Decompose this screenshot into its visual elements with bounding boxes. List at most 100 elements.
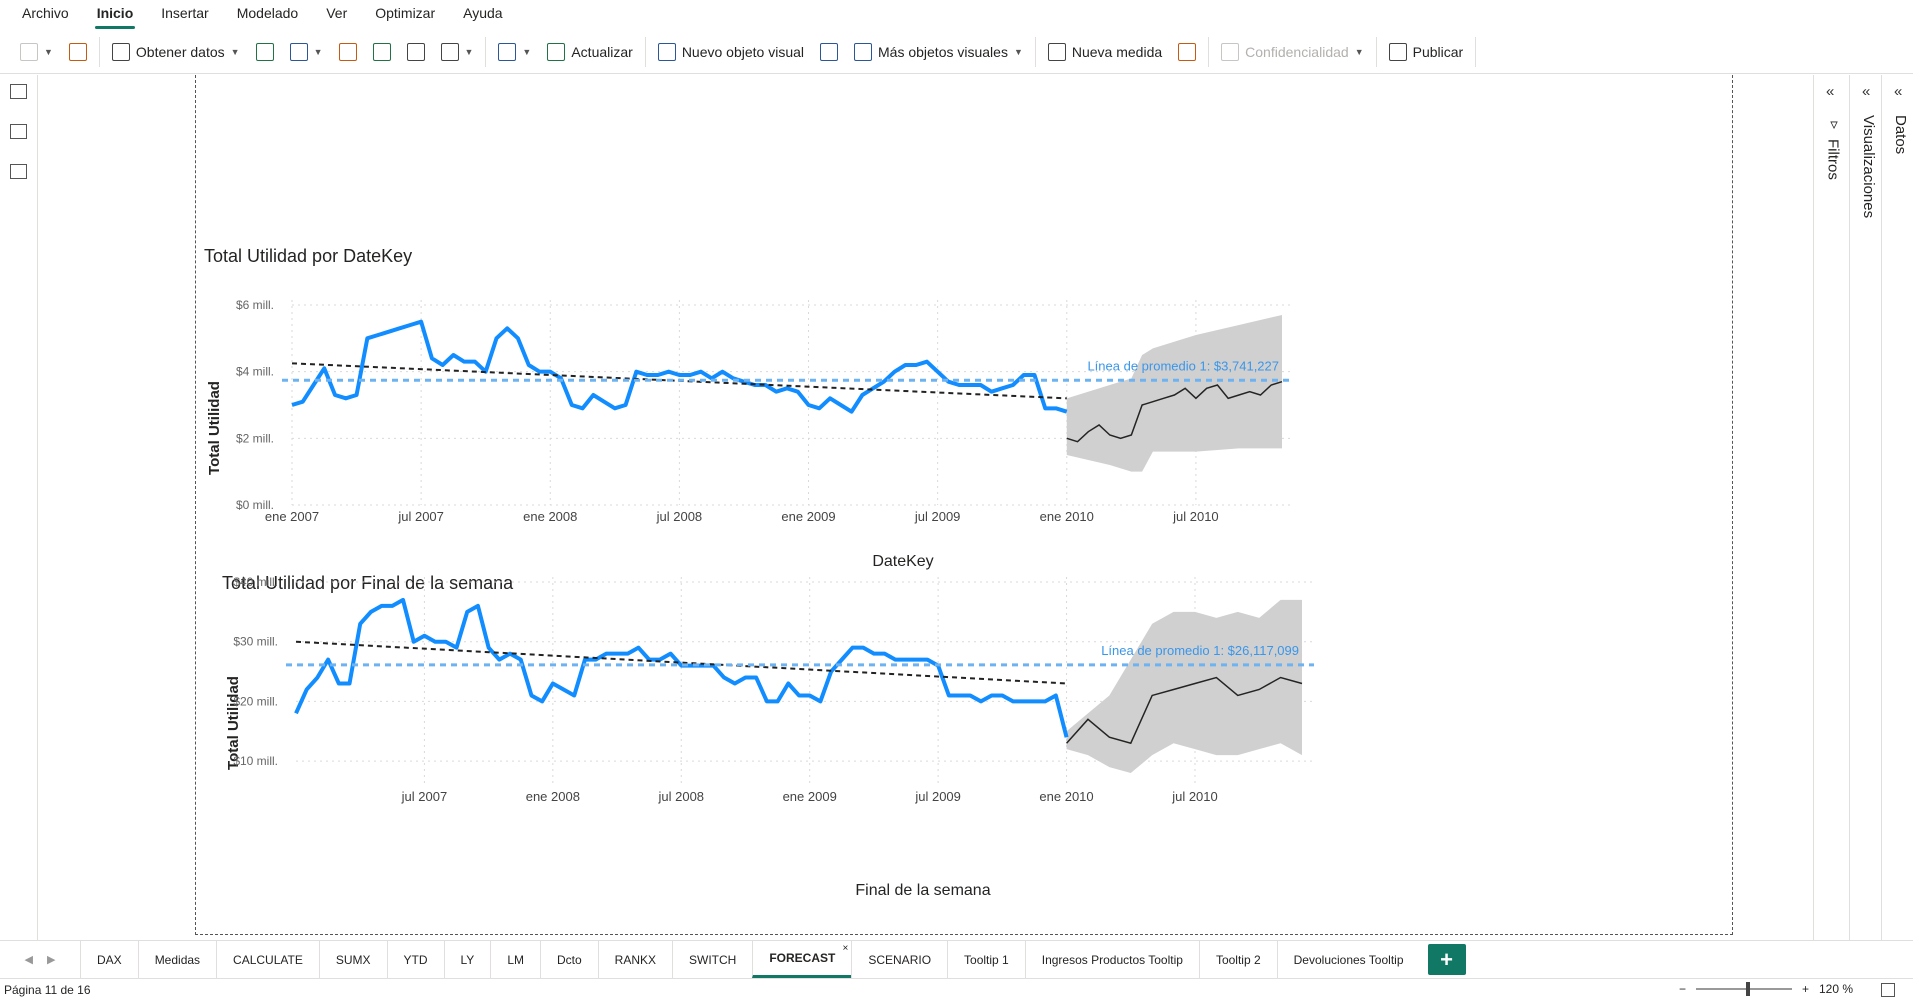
clipboard-icon (20, 42, 38, 61)
chart2-ytick-label: $40 mill. (233, 575, 278, 589)
chart1-xtick-label: ene 2010 (1040, 509, 1094, 524)
menu-inicio[interactable]: Inicio (93, 1, 138, 29)
page-tabs: ◀ ▶ DAX Medidas CALCULATE SUMX YTD LY LM… (0, 940, 1913, 978)
tab-calculate[interactable]: CALCULATE (216, 941, 319, 978)
sensitivity-button[interactable]: Confidencialidad ▼ (1213, 35, 1371, 69)
visualizations-pane[interactable]: « Visualizaciones (1849, 75, 1881, 940)
tab-dax[interactable]: DAX (80, 941, 138, 978)
chart-total-utilidad-semana[interactable]: Total Utilidad por Final de la semana To… (220, 570, 1560, 910)
right-panes: « ▿ Filtros « Visualizaciones « Datos (1813, 75, 1913, 940)
add-page-button[interactable]: + (1427, 944, 1466, 975)
chart1-xtick-label: ene 2008 (523, 509, 577, 524)
close-tab-icon[interactable]: × (842, 943, 849, 954)
chart2-ytick-label: $10 mill. (233, 754, 278, 768)
transform-data-button[interactable]: ▼ (490, 35, 539, 69)
tab-ly[interactable]: LY (443, 941, 491, 978)
recent-sources-button[interactable]: ▼ (433, 35, 482, 69)
zoom-in-icon[interactable]: + (1801, 982, 1809, 996)
chart2-forecast-line (1065, 676, 1303, 745)
shield-icon (1221, 42, 1240, 61)
menu-bar: Archivo Inicio Insertar Modelado Ver Opt… (0, 0, 1913, 29)
refresh-button[interactable]: Actualizar (539, 35, 640, 69)
calculator-icon (1047, 42, 1066, 61)
fit-page-icon[interactable] (1881, 983, 1895, 997)
prev-page-icon[interactable]: ◀ (24, 954, 33, 966)
tab-devoluciones-tooltip[interactable]: Devoluciones Tooltip (1276, 941, 1420, 978)
format-painter-button[interactable] (61, 35, 95, 69)
chart2-ylabel: Total Utilidad (225, 676, 242, 770)
chart1-xtick-label: jul 2007 (397, 509, 444, 524)
tab-scenario[interactable]: SCENARIO (851, 941, 947, 978)
textbox-button[interactable] (812, 35, 846, 69)
menu-ayuda[interactable]: Ayuda (463, 5, 503, 21)
sql-button[interactable] (331, 35, 365, 69)
textbox-icon (820, 42, 838, 61)
paste-button[interactable]: ▼ (12, 35, 61, 69)
plus-icon: + (1440, 946, 1453, 972)
excel-button[interactable] (248, 35, 282, 69)
zoom-slider[interactable] (1695, 982, 1792, 996)
tab-dcto[interactable]: Dcto (539, 941, 598, 978)
ribbon-separator (1208, 36, 1210, 67)
quick-measure-button[interactable] (1170, 35, 1204, 69)
tab-switch[interactable]: SWITCH (672, 941, 752, 978)
chart2-title: Total Utilidad por Final de la semana (222, 573, 514, 593)
filters-pane[interactable]: « ▿ Filtros (1813, 75, 1849, 940)
publish-button[interactable]: Publicar (1381, 35, 1472, 69)
chart1-xtick-label: ene 2009 (781, 509, 835, 524)
chart2-xtick-label: jul 2008 (658, 789, 705, 804)
zoom-out-icon[interactable]: − (1678, 982, 1686, 996)
database-icon (111, 42, 130, 61)
next-page-icon[interactable]: ▶ (47, 954, 56, 966)
model-view-icon[interactable] (10, 164, 27, 179)
chart2-xtick-label: ene 2010 (1039, 789, 1093, 804)
publish-label: Publicar (1412, 43, 1464, 60)
refresh-icon (547, 42, 566, 61)
tab-sumx[interactable]: SUMX (318, 941, 387, 978)
enter-data-button[interactable] (365, 35, 399, 69)
report-view-icon[interactable] (10, 84, 27, 99)
expand-chevron-icon[interactable]: « (1862, 83, 1871, 100)
tab-forecast[interactable]: FORECAST × (752, 941, 852, 978)
menu-optimizar[interactable]: Optimizar (375, 5, 436, 21)
get-data-button[interactable]: Obtener datos ▼ (104, 35, 248, 69)
excel-icon (255, 42, 274, 61)
datahub-button[interactable]: ▼ (282, 35, 331, 69)
ribbon-separator (1034, 36, 1036, 67)
tab-lm[interactable]: LM (490, 941, 540, 978)
tab-tooltip-1[interactable]: Tooltip 1 (947, 941, 1025, 978)
tab-rankx[interactable]: RANKX (597, 941, 672, 978)
tab-medidas[interactable]: Medidas (137, 941, 216, 978)
transform-icon (498, 42, 517, 61)
filters-pane-label: Filtros (1824, 139, 1842, 180)
chart1-xtick-label: ene 2007 (265, 509, 319, 524)
chart-icon (657, 42, 676, 61)
tab-ytd[interactable]: YTD (386, 941, 444, 978)
menu-insertar[interactable]: Insertar (161, 5, 209, 21)
chart1-forecast-line (1066, 380, 1283, 443)
chart2-xtick-label: jul 2009 (914, 789, 961, 804)
chart1-ytick-label: $4 mill. (236, 365, 274, 379)
table-view-icon[interactable] (10, 124, 27, 139)
more-visuals-button[interactable]: Más objetos visuales ▼ (846, 35, 1031, 69)
dataverse-button[interactable] (399, 35, 433, 69)
chart1-ylabel: Total Utilidad (206, 381, 223, 475)
data-pane[interactable]: « Datos (1881, 75, 1913, 940)
new-measure-button[interactable]: Nueva medida (1040, 35, 1170, 69)
expand-chevron-icon[interactable]: « (1826, 83, 1835, 100)
zoom-slider-thumb[interactable] (1745, 982, 1750, 996)
new-measure-label: Nueva medida (1071, 43, 1163, 60)
tab-ingresos-productos-tooltip[interactable]: Ingresos Productos Tooltip (1024, 941, 1199, 978)
chart1-xlabel: DateKey (872, 553, 933, 570)
menu-ver[interactable]: Ver (326, 5, 348, 21)
menu-modelado[interactable]: Modelado (236, 5, 299, 21)
publish-icon (1388, 42, 1407, 61)
expand-chevron-icon[interactable]: « (1894, 83, 1903, 100)
table-icon (372, 42, 391, 61)
tab-tooltip-2[interactable]: Tooltip 2 (1198, 941, 1277, 978)
ribbon-separator (98, 36, 100, 67)
menu-archivo[interactable]: Archivo (22, 5, 69, 21)
chart2-xlabel: Final de la semana (855, 882, 990, 899)
chart-total-utilidad-datekey[interactable]: Total Utilidad por DateKey Total Utilida… (202, 235, 1542, 575)
new-visual-button[interactable]: Nuevo objeto visual (650, 35, 812, 69)
